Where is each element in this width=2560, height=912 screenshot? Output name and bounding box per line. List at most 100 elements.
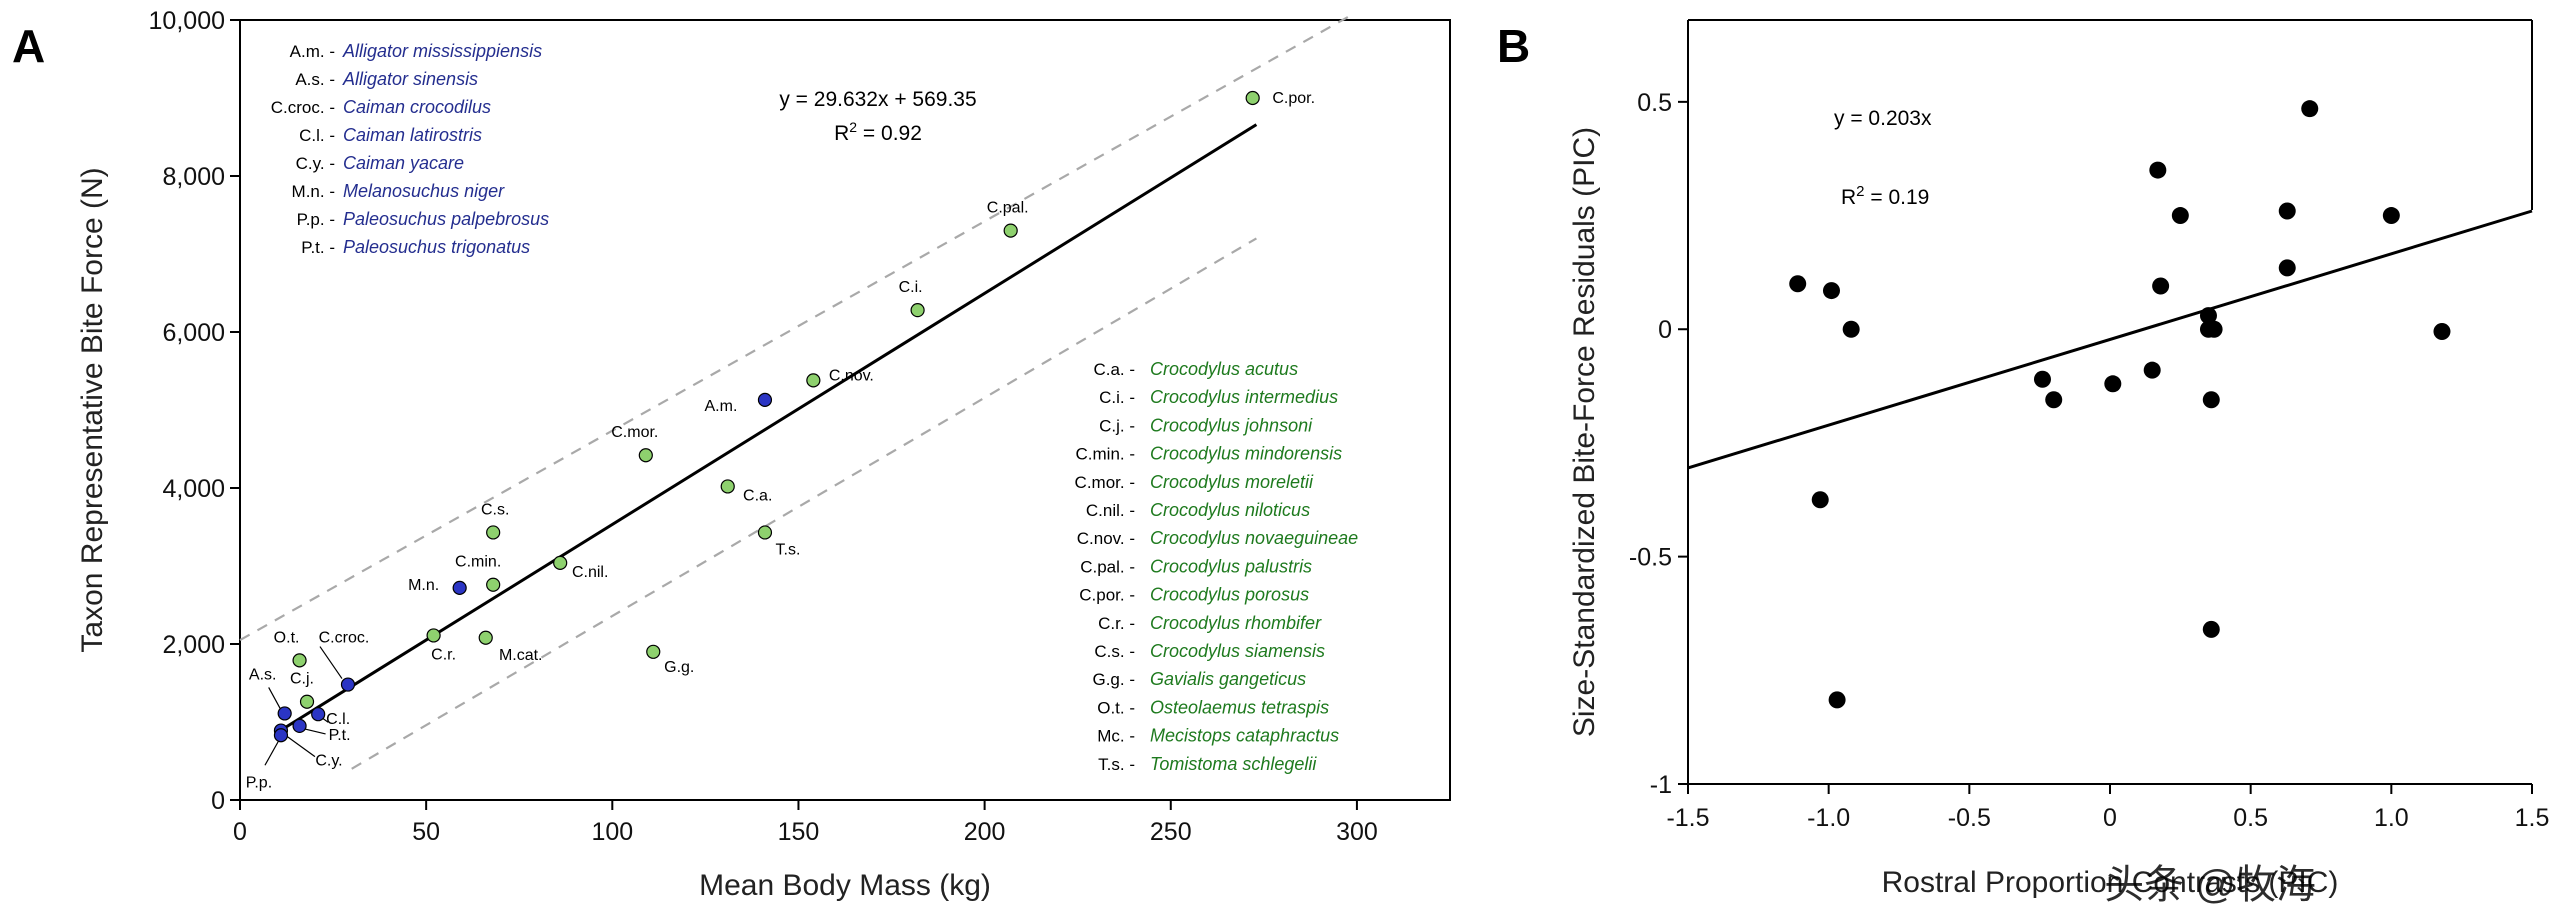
legend-abbr-c-nil: C.nil. - — [1086, 501, 1135, 520]
point-label-m-n: M.n. — [408, 577, 439, 594]
point-c-l — [311, 707, 326, 722]
point-c-r — [426, 628, 441, 643]
legend-abbr-a-m: A.m. - — [290, 42, 335, 61]
point-label-c-por: C.por. — [1272, 90, 1315, 107]
x-tick-label-100: 100 — [591, 818, 633, 846]
x-tick-label-50: 50 — [412, 818, 440, 846]
legend-species-crocodylus-niloticus: Crocodylus niloticus — [1150, 500, 1310, 520]
point-label-c-j: C.j. — [290, 671, 314, 688]
legend-abbr-t-s: T.s. - — [1098, 755, 1135, 774]
point-o-t — [292, 653, 307, 668]
point-b-19 — [2278, 259, 2296, 277]
legend-species-crocodylus-mindorensis: Crocodylus mindorensis — [1150, 444, 1342, 464]
point-b-3 — [1842, 320, 1860, 338]
point-b-1 — [1789, 275, 1807, 293]
point-label-c-r: C.r. — [431, 646, 456, 663]
legend-abbr-p-t: P.t. - — [301, 238, 335, 257]
point-label-c-i: C.i. — [899, 279, 923, 296]
legend-abbr-c-r: C.r. - — [1098, 614, 1135, 633]
point-c-a — [720, 479, 735, 494]
point-p-t — [292, 718, 307, 734]
legend-species-paleosuchus-trigonatus: Paleosuchus trigonatus — [343, 237, 530, 257]
y-axis-title-b: Size-Standardized Bite-Force Residuals (… — [1568, 127, 1601, 737]
point-label-c-min: C.min. — [455, 554, 501, 571]
x-axis-title-b: Rostral Proportion Contrasts (PIC) — [1882, 866, 2339, 899]
point-b-7 — [2045, 391, 2063, 409]
legend-species-crocodylus-siamensis: Crocodylus siamensis — [1150, 641, 1325, 661]
legend-abbr-c-nov: C.nov. - — [1077, 529, 1135, 548]
x-tick-label-b-2: -0.5 — [1948, 804, 1991, 832]
confidence-line-1 — [239, 15, 1351, 642]
point-b-20 — [2301, 100, 2319, 118]
panel-a: A 0 50 100 150 200 250 300 0 2,000 4,000 6,000 8,000… — [12, 7, 1451, 902]
x-tick-label-300: 300 — [1336, 818, 1378, 846]
legend-abbr-c-pal: C.pal. - — [1080, 557, 1135, 576]
point-b-21 — [2382, 207, 2400, 225]
point-b-5 — [1828, 691, 1846, 709]
point-label-c-pal: C.pal. — [987, 200, 1029, 217]
leader-p-t — [304, 728, 326, 735]
x-tick-label-b-6: 1.5 — [2515, 804, 2550, 832]
point-b-8 — [2104, 375, 2122, 393]
legend-species-osteolaemus-tetraspis: Osteolaemus tetraspis — [1150, 697, 1329, 717]
point-label-c-mor: C.mor. — [611, 424, 658, 441]
point-c-min — [486, 577, 501, 592]
legend-abbr-m-n: M.n. - — [292, 182, 335, 201]
point-label-o-t: O.t. — [274, 629, 300, 646]
point-label-c-s: C.s. — [481, 501, 509, 518]
legend-species-gavialis-gangeticus: Gavialis gangeticus — [1150, 669, 1306, 689]
watermark: 头条 @牧海 — [2104, 863, 2316, 907]
legend-abbr-c-min: C.min. - — [1076, 445, 1136, 464]
legend-abbr-c-y: C.y. - — [296, 154, 335, 173]
legend-species-caiman-latirostris: Caiman latirostris — [343, 125, 482, 145]
y-tick-label-b-1: -0.5 — [1629, 544, 1672, 572]
legend-abbr-g-g: G.g. - — [1092, 670, 1135, 689]
legend-abbr-c-s: C.s. - — [1094, 642, 1135, 661]
x-axis-title-a: Mean Body Mass (kg) — [699, 869, 991, 902]
x-tick-label-b-0: -1.5 — [1666, 804, 1709, 832]
legend-abbr-c-i: C.i. - — [1099, 388, 1135, 407]
legend-abbr-c-croc: C.croc. - — [271, 98, 335, 117]
point-b-4 — [1811, 491, 1829, 509]
point-b-13 — [2199, 307, 2217, 325]
leader-c-croc — [319, 646, 343, 679]
y-tick-label-b-2: 0 — [1658, 316, 1672, 344]
regression-line-b — [1687, 209, 2533, 470]
point-label-p-p: P.p. — [246, 774, 272, 791]
legend-species-crocodylus-acutus: Crocodylus acutus — [1150, 359, 1298, 379]
y-tick-label-2000: 2,000 — [162, 631, 225, 659]
legend-abbr-p-p: P.p. - — [297, 210, 335, 229]
x-tick-label-b-3: 0 — [2103, 804, 2117, 832]
point-label-g-g: G.g. — [664, 659, 694, 676]
point-c-s — [486, 525, 501, 540]
point-b-15 — [2205, 320, 2223, 338]
legend-species-crocodylus-johnsoni: Crocodylus johnsoni — [1150, 415, 1313, 435]
y-tick-label-8000: 8,000 — [162, 163, 225, 191]
legend-species-caiman-yacare: Caiman yacare — [343, 153, 464, 173]
point-b-9 — [2143, 361, 2161, 379]
point-a-s — [277, 706, 292, 721]
r-squared-a: R2 = 0.92 — [834, 119, 922, 145]
leader-c-y — [285, 735, 316, 758]
x-tick-label-b-5: 1.0 — [2374, 804, 2409, 832]
y-tick-label-b-3: 0.5 — [1637, 89, 1672, 117]
point-c-nil — [553, 555, 568, 570]
point-c-i — [910, 303, 925, 318]
legend-species-mecistops-cataphractus: Mecistops cataphractus — [1150, 726, 1339, 746]
point-b-10 — [2149, 161, 2167, 179]
point-m-n — [452, 580, 467, 595]
legend-abbr-c-mor: C.mor. - — [1075, 473, 1135, 492]
legend-species-crocodylus-porosus: Crocodylus porosus — [1150, 585, 1309, 605]
legend-abbr-c-por: C.por. - — [1079, 586, 1135, 605]
point-b-18 — [2278, 202, 2296, 220]
point-label-c-croc: C.croc. — [319, 630, 370, 647]
point-label-a-s: A.s. — [249, 666, 277, 683]
point-b-12 — [2171, 207, 2189, 225]
y-tick-label-10000: 10,000 — [149, 7, 225, 35]
y-tick-label-6000: 6,000 — [162, 319, 225, 347]
leader-a-s — [268, 687, 282, 710]
point-b-6 — [2033, 370, 2051, 388]
legend-abbr-a-s: A.s. - — [295, 70, 335, 89]
legend-abbr-o-t: O.t. - — [1097, 698, 1135, 717]
point-label-a-m: A.m. — [705, 398, 738, 415]
